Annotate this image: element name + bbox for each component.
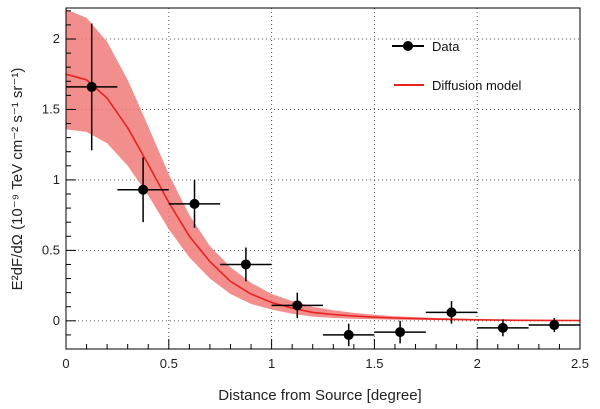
data-point [528, 318, 580, 333]
x-axis-title: Distance from Source [degree] [218, 387, 421, 404]
model-curve [65, 73, 581, 322]
y-tick-label: 0.5 [42, 242, 60, 257]
legend-model-label: Diffusion model [432, 78, 521, 93]
legend: Data Diffusion model [392, 39, 521, 93]
y-tick-label: 0 [53, 313, 60, 328]
data-points [66, 23, 580, 347]
legend-data-label: Data [432, 39, 460, 54]
data-marker [138, 184, 149, 195]
data-point [271, 292, 323, 318]
model-line [65, 73, 581, 322]
data-marker [292, 300, 303, 311]
data-point [168, 179, 221, 228]
x-tick-label: 1.5 [365, 356, 383, 371]
plot-frame [65, 7, 581, 350]
grid [66, 8, 580, 349]
data-marker [240, 259, 251, 270]
data-point [117, 157, 169, 223]
y-axis-title: E²dF/dΩ (10⁻⁹ TeV cm⁻² s⁻¹ sr⁻¹) [9, 68, 26, 291]
data-point [374, 320, 426, 344]
y-tick-label: 2 [53, 31, 60, 46]
data-marker [86, 81, 97, 92]
data-point [66, 23, 118, 151]
y-tick-label: 1 [53, 172, 60, 187]
data-point [323, 323, 375, 347]
data-point [477, 319, 529, 337]
data-marker [343, 329, 354, 340]
y-tick-label: 1.5 [42, 101, 60, 116]
x-tick-label: 2 [474, 356, 481, 371]
data-marker [395, 327, 406, 338]
data-point [425, 301, 478, 324]
x-tick-label: 0.5 [160, 356, 178, 371]
axis-ticks: 0 0.5 1 1.5 2 2.5 0 0.5 1 1.5 2 [42, 10, 589, 371]
data-marker [497, 322, 508, 333]
data-marker [446, 307, 457, 318]
data-marker [189, 198, 200, 209]
x-tick-label: 2.5 [571, 356, 589, 371]
legend-data-marker [403, 41, 413, 51]
x-tick-label: 1 [268, 356, 275, 371]
x-tick-label: 0 [62, 356, 69, 371]
data-marker [549, 320, 560, 331]
data-point [220, 247, 272, 282]
